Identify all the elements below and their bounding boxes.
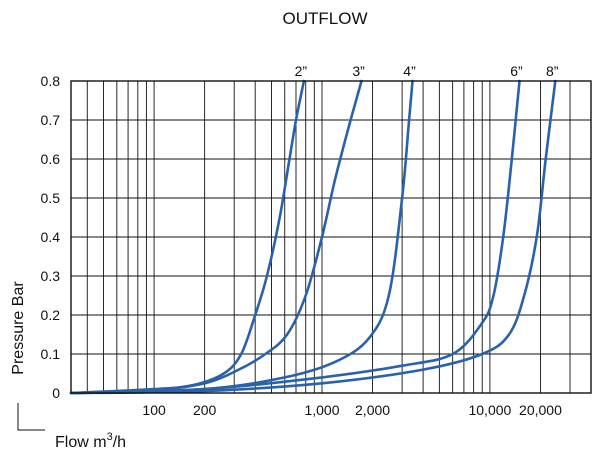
y-tick-label: 0.4 — [41, 229, 61, 245]
y-tick-labels: 0 0.1 0.2 0.3 0.4 0.5 0.6 0.7 0.8 — [41, 73, 61, 401]
series-label: 6” — [510, 63, 523, 79]
curve-8in — [69, 79, 557, 395]
x-tick-label: 200 — [193, 402, 217, 418]
series-label: 8” — [546, 63, 559, 79]
x-tick-label: 20,000 — [519, 402, 562, 418]
grid — [71, 81, 591, 393]
curves — [69, 79, 557, 395]
plot-frame — [70, 80, 592, 394]
x-tick-label: 100 — [142, 402, 166, 418]
y-tick-label: 0.7 — [41, 112, 61, 128]
y-tick-label: 0.1 — [41, 346, 61, 362]
x-axis-label-superscript: 3 — [107, 431, 113, 443]
x-tick-label: 10,000 — [468, 402, 511, 418]
curve-3in — [69, 79, 363, 395]
y-tick-label: 0.3 — [41, 268, 61, 284]
y-tick-label: 0.2 — [41, 307, 61, 323]
series-label: 3” — [352, 63, 365, 79]
axis-label-bracket — [17, 403, 45, 431]
series-label: 2” — [295, 63, 308, 79]
y-tick-label: 0.6 — [41, 151, 61, 167]
series-label: 4” — [403, 63, 416, 79]
x-tick-labels: 100 200 1,000 2,000 10,000 20,000 — [142, 402, 562, 418]
y-tick-label: 0.5 — [41, 190, 61, 206]
x-axis-label-suffix: /h — [113, 434, 126, 451]
y-axis-label: Pressure Bar — [10, 281, 27, 375]
y-tick-label: 0.8 — [41, 73, 61, 89]
series-labels: 2” 3” 4” 6” 8” — [295, 63, 559, 79]
curve-6in — [69, 79, 521, 395]
x-tick-label: 2,000 — [355, 402, 390, 418]
x-axis-label-main: Flow m — [55, 434, 107, 451]
chart-title: OUTFLOW — [283, 9, 368, 28]
y-tick-label: 0 — [52, 385, 60, 401]
x-tick-label: 1,000 — [304, 402, 339, 418]
x-axis-label: Flow m3/h — [55, 431, 126, 451]
